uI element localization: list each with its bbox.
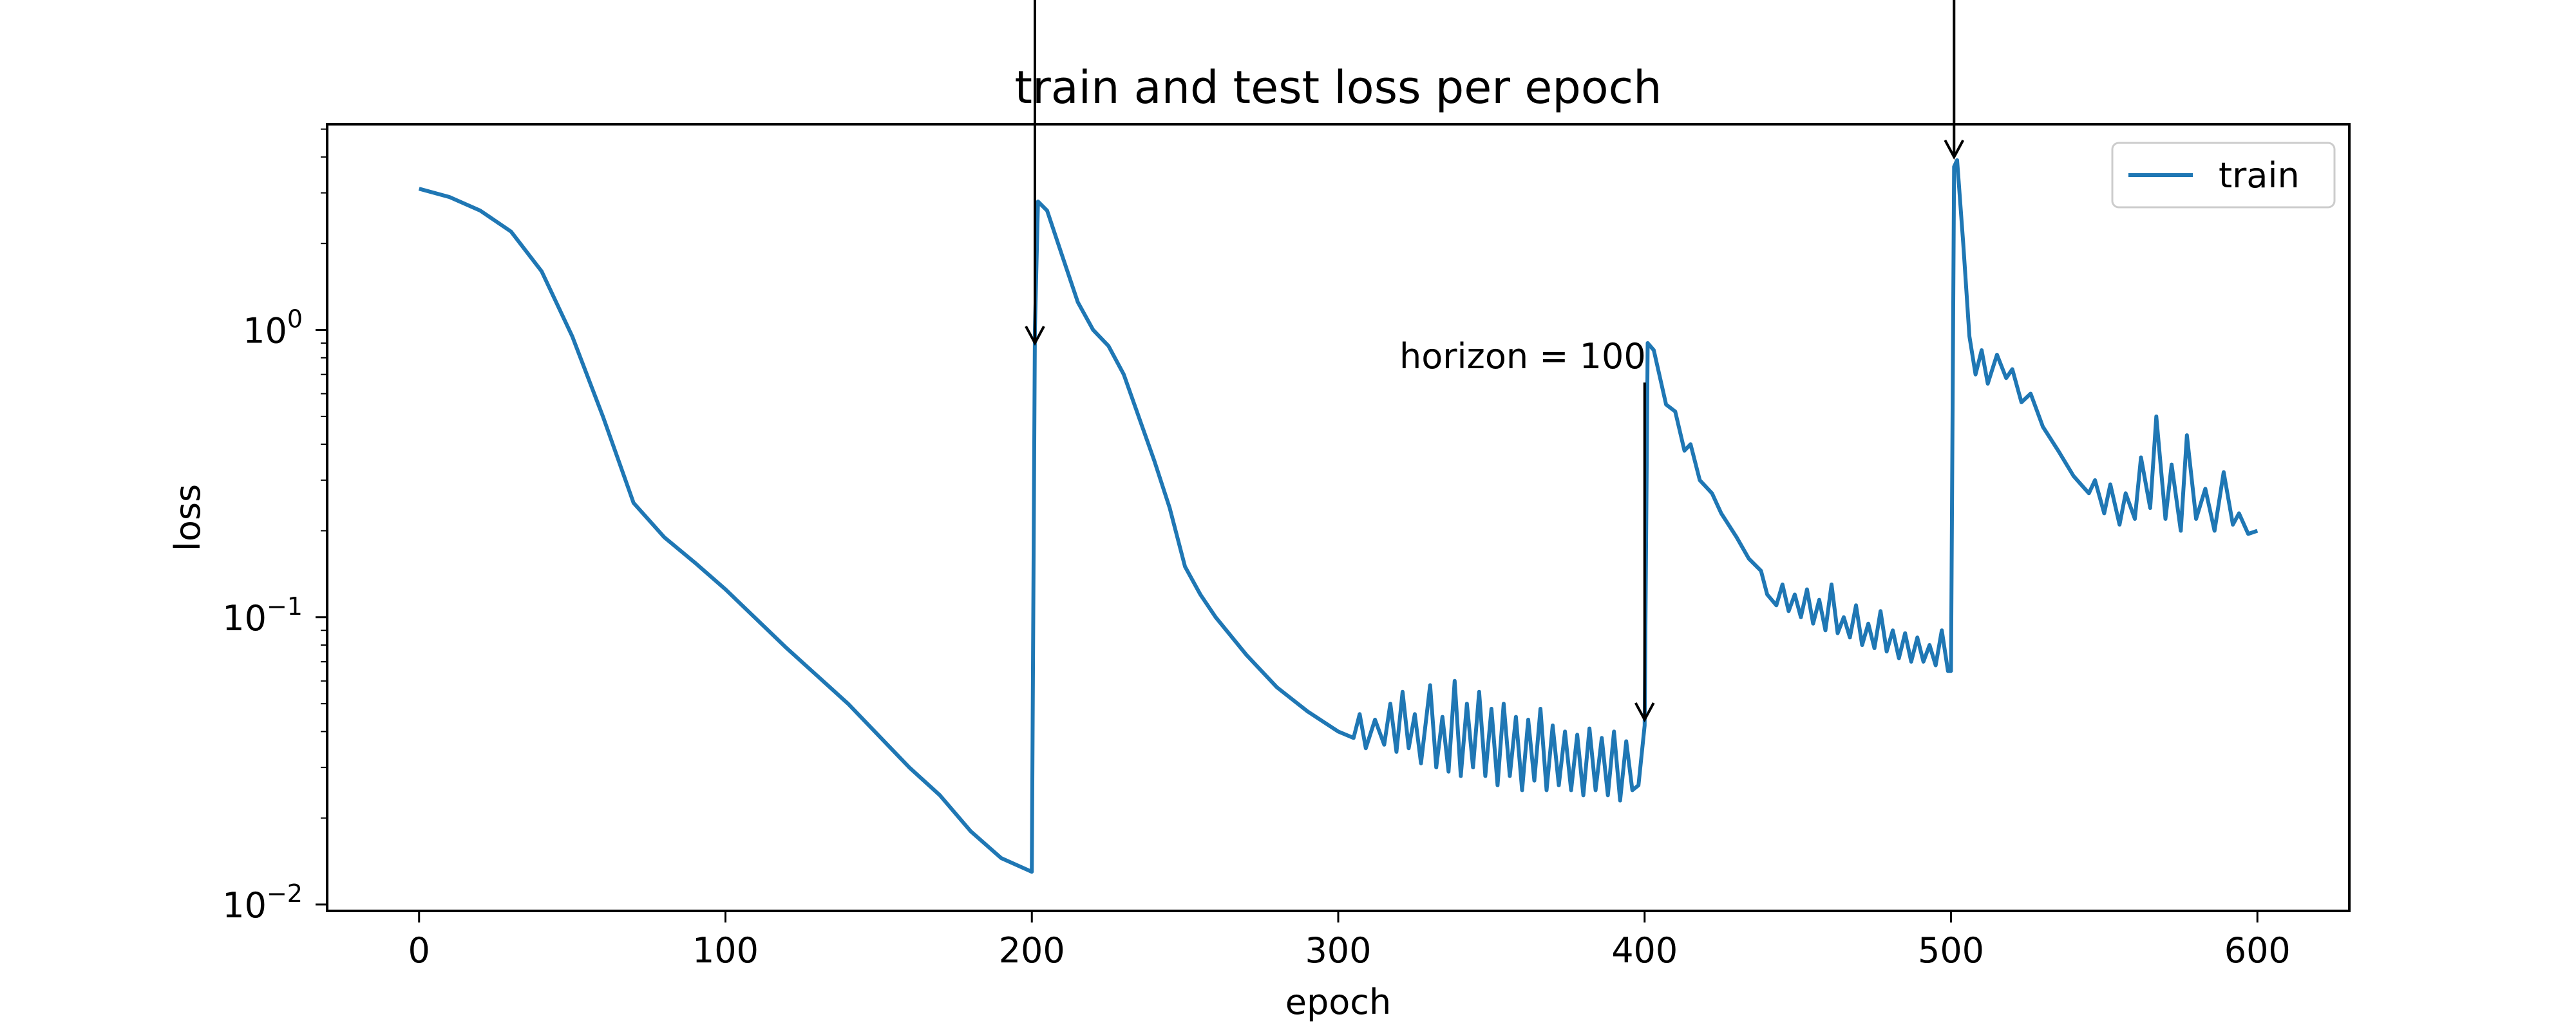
x-tick-label: 400 [1611,930,1678,971]
y-tick-label: 10−2 [222,879,303,926]
x-tick-label: 0 [408,930,430,971]
y-axis-label: loss [167,484,208,551]
x-tick-label: 100 [692,930,759,971]
annotation-arrow-head [1634,702,1655,723]
x-axis-ticks: 0 100 200 300 400 500 600 [408,911,2291,971]
annotation-arrow-head [1944,139,1965,160]
chart-marks [418,158,2259,874]
y-tick-label: 100 [243,305,303,351]
x-tick-label: 200 [999,930,1065,971]
y-tick-base: 10 [243,311,287,351]
series-line-train [418,158,2259,874]
x-tick-label: 600 [2224,930,2291,971]
annotations: horizon = 100 [1025,0,1965,723]
y-tick-exponent: −1 [267,592,303,621]
y-tick-exponent: −2 [267,879,303,908]
y-tick-exponent: 0 [287,305,303,333]
plot-frame [326,123,2351,912]
y-tick-label: 10−1 [222,592,303,639]
chart-title: train and test loss per epoch [1015,61,1662,114]
legend-label: train [2219,155,2300,196]
annotation-label: horizon = 100 [1399,336,1646,377]
x-tick-label: 300 [1305,930,1371,971]
x-axis-label: epoch [1285,982,1391,1022]
y-tick-base: 10 [222,598,267,639]
y-tick-base: 10 [222,885,267,926]
x-tick-label: 500 [1918,930,1984,971]
legend-box [2111,142,2336,209]
annotation-arrow-head [1025,325,1045,346]
legend: train [2111,142,2336,209]
